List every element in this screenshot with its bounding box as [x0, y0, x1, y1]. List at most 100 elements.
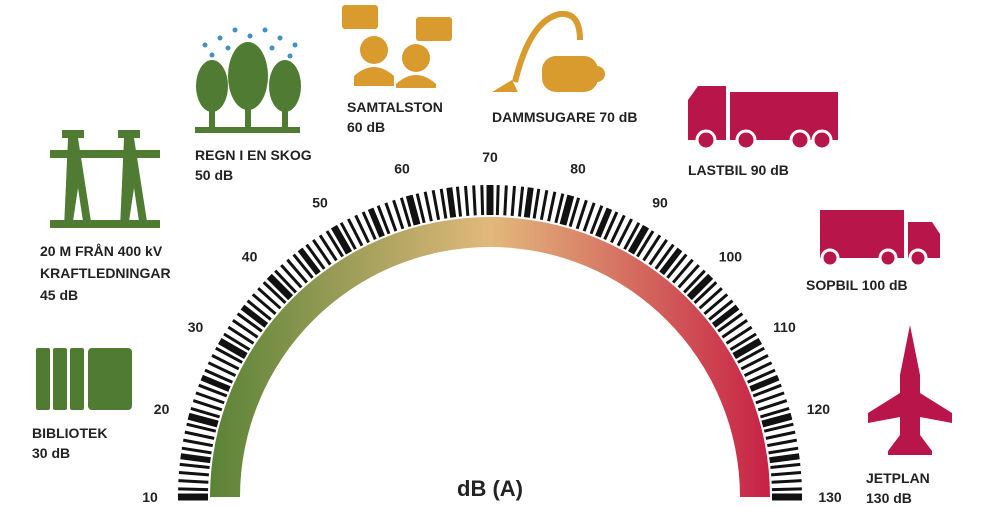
minor-tick	[178, 487, 209, 492]
item-label: KRAFTLEDNINGAR	[40, 265, 171, 281]
minor-tick	[251, 293, 277, 315]
minor-tick	[677, 264, 700, 289]
gauge: 10 20 30 40 50 60 70 80 90 100 110 120 130	[142, 149, 842, 505]
minor-tick	[455, 186, 463, 217]
minor-tick	[354, 214, 370, 244]
tick	[732, 337, 762, 360]
people-icon	[342, 5, 452, 88]
minor-tick	[227, 325, 255, 345]
minor-tick	[771, 471, 802, 477]
minor-tick	[523, 187, 534, 218]
pylon-icon	[50, 130, 160, 228]
tick-label: 60	[394, 161, 410, 177]
item-label: 50 dB	[195, 167, 233, 183]
minor-tick	[654, 243, 675, 270]
tick-label: 90	[652, 195, 668, 211]
item-label: 45 dB	[40, 287, 78, 303]
minor-tick	[339, 222, 357, 250]
minor-tick	[232, 319, 259, 339]
truck-icon	[688, 86, 838, 151]
tick	[627, 225, 650, 255]
item-label: DAMMSUGARE 70 dB	[492, 109, 637, 125]
minor-tick	[480, 185, 485, 216]
minor-tick	[672, 258, 694, 284]
minor-tick	[755, 391, 785, 405]
minor-tick	[769, 453, 800, 464]
minor-tick	[347, 218, 364, 247]
minor-tick	[292, 253, 314, 279]
rain-icon	[202, 27, 298, 59]
minor-tick	[737, 346, 765, 364]
minor-tick	[759, 406, 790, 419]
item-label: SOPBIL 100 dB	[806, 277, 908, 293]
minor-tick	[757, 399, 788, 412]
minor-tick	[367, 207, 385, 238]
minor-tick	[240, 304, 269, 328]
minor-tick	[517, 186, 525, 217]
minor-tick	[595, 207, 613, 238]
item-label: JETPLAN	[866, 470, 930, 486]
minor-tick	[752, 383, 782, 398]
minor-tick	[192, 399, 223, 412]
garbage-truck-icon	[820, 210, 940, 268]
tick-label: 70	[482, 149, 498, 165]
tick-label: 110	[773, 319, 796, 335]
minor-tick	[190, 406, 221, 419]
minor-tick	[318, 234, 338, 262]
minor-tick	[642, 234, 662, 262]
minor-tick	[274, 269, 297, 294]
minor-tick	[765, 430, 796, 440]
minor-tick	[280, 264, 303, 289]
books-icon	[36, 348, 132, 410]
minor-tick	[392, 199, 405, 230]
unit-label: dB (A)	[457, 476, 523, 501]
minor-tick	[575, 199, 588, 230]
minor-tick	[257, 287, 282, 310]
minor-tick	[763, 422, 794, 433]
minor-tick	[312, 239, 332, 266]
minor-tick	[616, 218, 633, 247]
minor-tick	[415, 193, 426, 224]
minor-tick	[636, 230, 655, 258]
minor-tick	[510, 185, 516, 216]
tick-label: 130	[818, 489, 842, 505]
minor-tick	[721, 319, 748, 339]
item-label: REGN I EN SKOG	[195, 147, 312, 163]
minor-tick	[179, 462, 210, 470]
minor-tick	[589, 205, 604, 235]
minor-tick	[749, 374, 780, 392]
minor-tick	[182, 438, 213, 448]
minor-tick	[547, 191, 557, 222]
minor-tick	[659, 247, 683, 276]
minor-tick	[262, 281, 287, 304]
minor-tick	[178, 471, 209, 477]
tick-label: 20	[154, 401, 170, 417]
vacuum-icon	[492, 10, 605, 92]
minor-tick	[207, 361, 237, 377]
tick	[330, 225, 353, 255]
minor-tick	[767, 438, 798, 448]
minor-tick	[711, 304, 740, 328]
minor-tick	[725, 325, 753, 345]
tick-label: 120	[807, 401, 831, 417]
minor-tick	[554, 193, 565, 224]
minor-tick	[180, 453, 211, 464]
minor-tick	[423, 191, 433, 222]
tick-label: 10	[142, 489, 158, 505]
minor-tick	[666, 253, 688, 279]
minor-tick	[539, 189, 549, 220]
minor-tick	[693, 281, 718, 304]
minor-tick	[771, 479, 802, 484]
tick-label: 30	[188, 319, 204, 335]
minor-tick	[399, 197, 412, 228]
minor-tick	[178, 479, 209, 484]
minor-tick	[708, 299, 734, 321]
tick-label: 50	[312, 195, 328, 211]
jet-icon	[868, 325, 952, 455]
minor-tick	[472, 185, 477, 216]
minor-tick	[495, 185, 500, 216]
minor-tick	[384, 202, 398, 232]
minor-tick	[184, 430, 215, 440]
minor-tick	[703, 293, 729, 315]
